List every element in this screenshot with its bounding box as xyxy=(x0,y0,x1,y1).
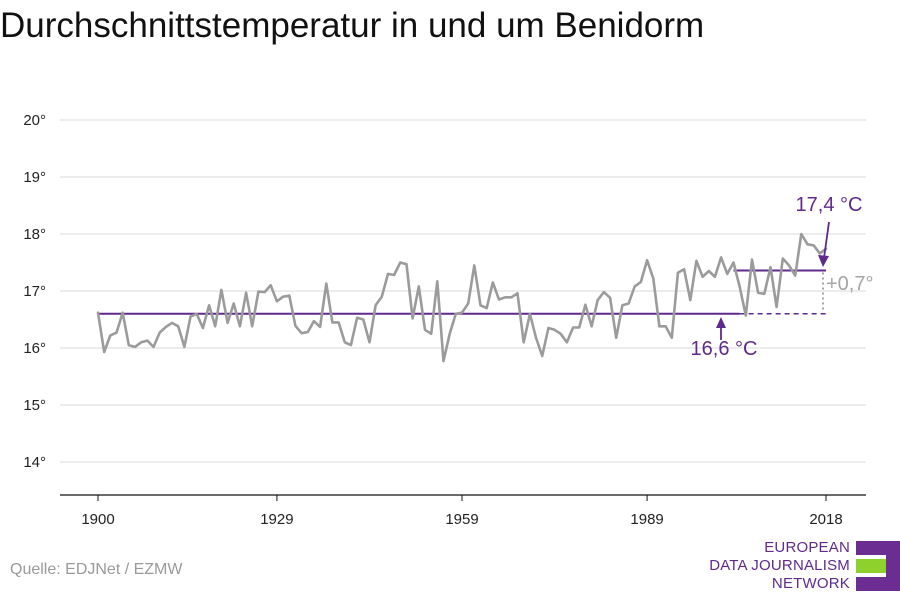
y-tick-label: 14° xyxy=(23,454,46,471)
y-axis-tick-labels: 14° 15° 16° 17° 18° 19° 20° xyxy=(23,112,46,471)
reference-lines xyxy=(98,269,826,315)
edjnet-logo: EUROPEAN DATA JOURNALISM NETWORK xyxy=(700,537,900,597)
annotations-layer: 17,4 °C 16,6 °C +0,7° xyxy=(691,194,874,360)
y-tick-label: 18° xyxy=(23,226,46,243)
series-layer xyxy=(96,232,828,363)
label-17-4: 17,4 °C xyxy=(796,194,863,216)
x-tick-label: 2018 xyxy=(809,511,842,528)
logo-bar-purple-vertical xyxy=(886,541,900,591)
y-tick-label: 15° xyxy=(23,397,46,414)
series-line xyxy=(96,232,828,363)
label-16-6: 16,6 °C xyxy=(691,338,758,360)
x-axis: 1900 1929 1959 1989 2018 xyxy=(60,494,866,528)
arrow-17-4-shaft xyxy=(823,221,830,259)
x-tick-label: 1900 xyxy=(81,511,114,528)
y-tick-label: 20° xyxy=(23,112,46,129)
y-tick-label: 17° xyxy=(23,283,46,300)
arrow-17-4-head xyxy=(818,255,829,267)
x-tick-label: 1989 xyxy=(630,511,663,528)
y-tick-label: 19° xyxy=(23,169,46,186)
arrow-16-6-head xyxy=(716,317,726,328)
x-tick-label: 1959 xyxy=(445,511,478,528)
label-difference: +0,7° xyxy=(826,273,873,295)
grid-lines xyxy=(60,119,866,463)
logo-line-3: NETWORK xyxy=(771,575,850,592)
temperature-line-chart: 14° 15° 16° 17° 18° 19° 20° 1900 1929 1959 1989 20… xyxy=(23,112,874,528)
y-tick-label: 16° xyxy=(23,340,46,357)
logo-line-1: EUROPEAN xyxy=(764,539,850,556)
x-tick-label: 1929 xyxy=(260,511,293,528)
logo-line-2: DATA JOURNALISM xyxy=(709,557,850,574)
chart-title: Durchschnittstemperatur in und um Benido… xyxy=(0,6,705,45)
source-note: Quelle: EDJNet / EZMW xyxy=(10,561,183,578)
